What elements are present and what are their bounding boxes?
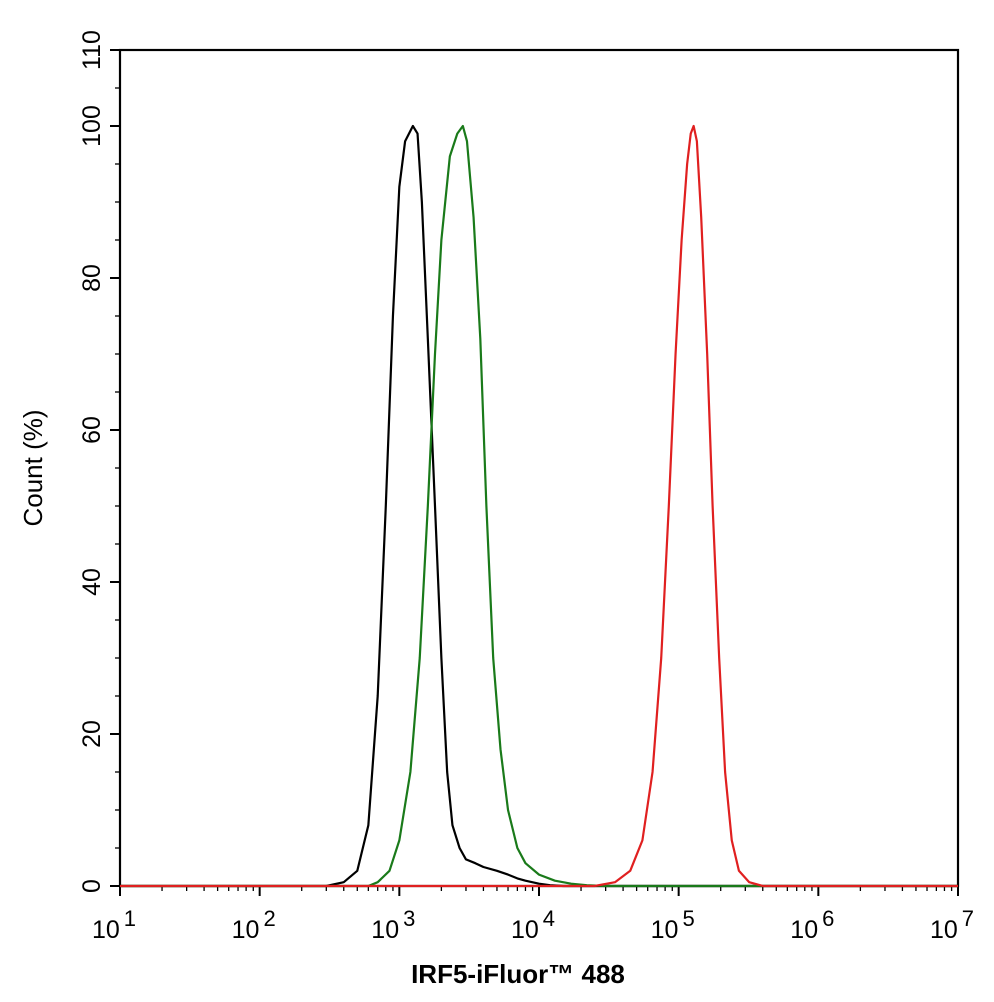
x-tick-label: 10 6 bbox=[790, 906, 834, 944]
y-tick-label: 100 bbox=[78, 105, 106, 147]
x-axis-label: IRF5-iFluor™ 488 bbox=[411, 959, 625, 989]
axes bbox=[110, 48, 960, 896]
y-tick-label: 60 bbox=[78, 416, 106, 444]
y-tick-label: 0 bbox=[78, 879, 106, 893]
x-tick-label: 10 4 bbox=[511, 906, 555, 944]
x-tick-label: 10 2 bbox=[232, 906, 276, 944]
x-tick-label: 10 3 bbox=[371, 906, 415, 944]
y-tick-label: 20 bbox=[78, 720, 106, 748]
x-tick-label: 10 5 bbox=[651, 906, 695, 944]
y-axis-label: Count (%) bbox=[18, 409, 48, 526]
x-tick-label: 10 7 bbox=[930, 906, 974, 944]
tick-labels: 0 20 40 60 80 100 110 10 1 10 2 10 3 10 4 10 5 10 6 10 7 bbox=[78, 30, 974, 944]
x-tick-label: 10 1 bbox=[92, 906, 136, 944]
y-tick-label: 40 bbox=[78, 568, 106, 596]
y-tick-label: 110 bbox=[78, 30, 106, 70]
histogram-curve-1 bbox=[120, 124, 958, 888]
histogram-curve-2 bbox=[120, 124, 958, 888]
histogram-curve-3 bbox=[120, 124, 958, 888]
series-layer bbox=[120, 124, 958, 888]
y-tick-label: 80 bbox=[78, 264, 106, 292]
plot-frame bbox=[118, 48, 960, 888]
